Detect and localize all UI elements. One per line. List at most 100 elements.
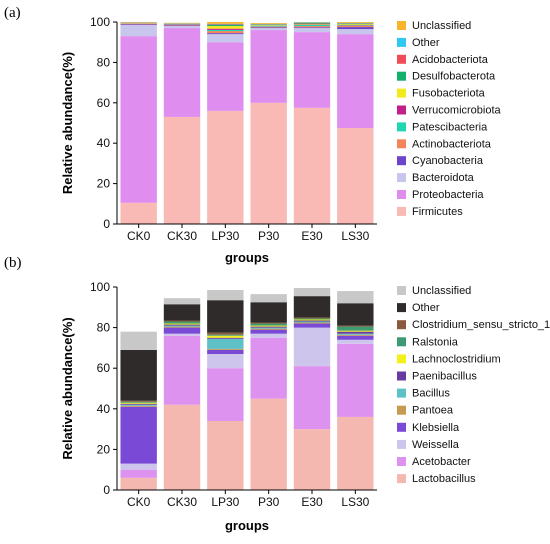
x-tick-label: E30 [301, 229, 323, 243]
bar-segment [163, 304, 201, 321]
bar-segment [250, 28, 287, 31]
bar-segment [207, 26, 244, 29]
bar-segment [163, 25, 201, 27]
legend-swatch [397, 303, 406, 313]
y-tick-label: 80 [97, 321, 111, 335]
legend-swatch [397, 337, 406, 347]
bar-segment [337, 335, 374, 340]
bar-segment [337, 34, 374, 129]
bar-segment [207, 28, 244, 30]
bar-segment [207, 24, 244, 26]
bar-segment [163, 327, 201, 334]
bar-segment [207, 290, 244, 301]
legend-swatch [397, 388, 406, 398]
legend-label: Ralstonia [412, 336, 459, 348]
bar-segment [207, 31, 244, 34]
bar-segment [337, 25, 374, 28]
legend-swatch [397, 422, 406, 432]
bar-segment [293, 296, 331, 318]
bar-segment [163, 26, 201, 29]
bar-segment [293, 32, 331, 108]
legend-label: Lactobacillus [412, 473, 476, 485]
bar-segment [120, 402, 157, 404]
bar-segment [337, 339, 374, 344]
y-tick-label: 0 [103, 483, 110, 497]
bar-segment [337, 326, 374, 331]
y-tick-label: 100 [90, 280, 110, 294]
bar-segment [120, 403, 157, 405]
legend-label: Verrucomicrobiota [412, 105, 502, 117]
bar-segment [163, 116, 201, 224]
bar-segment [337, 22, 374, 23]
bar-segment [250, 325, 287, 327]
legend-label: Patescibacteria [412, 121, 488, 133]
bar-segment [250, 27, 287, 29]
legend-swatch [397, 474, 406, 484]
bar-segment [120, 477, 157, 490]
bar-segment [163, 24, 201, 26]
x-tick-label: CK30 [167, 495, 197, 509]
legend-label: Klebsiella [412, 422, 460, 434]
bar-segment [293, 288, 331, 297]
bar-segment [337, 303, 374, 326]
bar-segment [293, 318, 331, 320]
legend-swatch [397, 71, 406, 81]
legend-label: Desulfobacterota [412, 71, 496, 83]
panel-label: (b) [4, 255, 22, 271]
x-tick-label: LS30 [341, 495, 369, 509]
legend-swatch [397, 37, 406, 47]
bar-segment [120, 400, 157, 402]
legend: Unclassified Other Acidobacteriota Desulfob… [397, 20, 502, 218]
legend-label: Other [412, 37, 440, 49]
x-tick-label: CK0 [127, 229, 151, 243]
bar-segment [120, 405, 157, 407]
bar-segment [293, 319, 331, 321]
legend-label: Lachnoclostridium [412, 353, 501, 365]
legend-swatch [397, 122, 406, 132]
legend-label: Acetobacter [412, 456, 471, 468]
legend-label: Proteobacteria [412, 189, 484, 201]
bar-segment [250, 294, 287, 303]
bar-segment [163, 326, 201, 328]
bar-segment [207, 353, 244, 369]
legend-label: Unclassified [412, 285, 471, 297]
legend-swatch [397, 206, 406, 216]
bar-segment [250, 102, 287, 224]
bar-segment [250, 327, 287, 329]
bar-segment [163, 298, 201, 305]
bar-segment [337, 330, 374, 332]
bar-segment [337, 334, 374, 336]
y-tick-label: 100 [90, 15, 110, 29]
bar-segment [250, 328, 287, 330]
bar-segment [163, 325, 201, 327]
bar-segment [293, 366, 331, 430]
bar-segment [293, 26, 331, 28]
legend-label: Acidobacteriota [412, 54, 489, 66]
bar-segment [293, 321, 331, 323]
bar-segment [337, 343, 374, 417]
legend-swatch [397, 105, 406, 115]
bar-segment [163, 404, 201, 490]
bar-segment [207, 110, 244, 224]
bar-segment [293, 327, 331, 367]
legend-label: Pantoea [412, 405, 454, 417]
bar-segment [207, 22, 244, 24]
bar-segment [120, 349, 157, 401]
bar-segment [250, 323, 287, 326]
bar-segment [293, 322, 331, 324]
bar-segment [337, 331, 374, 334]
bar-segment [207, 349, 244, 354]
bar-segment [337, 27, 374, 30]
legend-swatch [397, 405, 406, 415]
bar-segment [293, 107, 331, 224]
bar-segment [250, 26, 287, 28]
bar-segment [120, 463, 157, 470]
bar-segment [207, 338, 244, 349]
bar-segment [337, 29, 374, 35]
x-tick-label: CK0 [127, 495, 151, 509]
bar-segment [337, 333, 374, 335]
bar-segment [207, 335, 244, 338]
legend-label: Cyanobacteria [412, 155, 484, 167]
bar-segment [120, 23, 157, 25]
